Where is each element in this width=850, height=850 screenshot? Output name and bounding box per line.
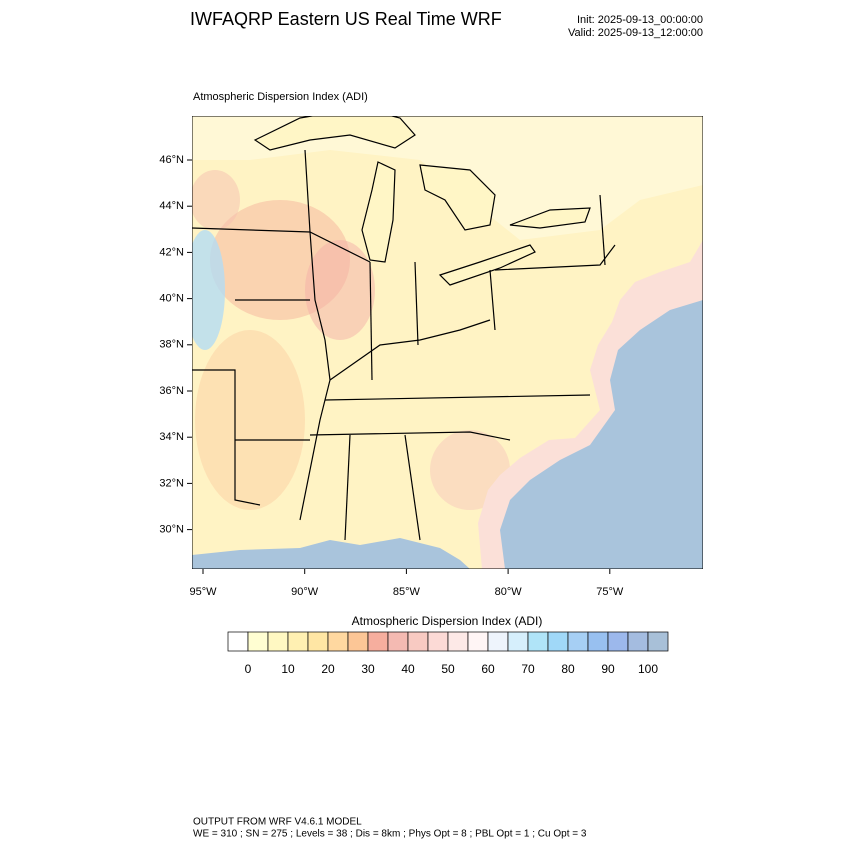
gulf: [192, 538, 470, 569]
colorbar-box: [287, 631, 309, 652]
lon-label: 95°W: [189, 586, 217, 598]
colorbar-tick-label: 80: [561, 662, 575, 676]
colorbar-box: [547, 631, 569, 652]
map-subtitle: Atmospheric Dispersion Index (ADI): [193, 91, 368, 103]
lon-label: 80°W: [495, 586, 523, 598]
colorbar-box: [267, 631, 289, 652]
colorbar-box: [367, 631, 389, 652]
colorbar-box: [307, 631, 329, 652]
lat-label: 36°N: [159, 385, 184, 397]
lat-labels: 46°N 44°N 42°N 40°N 38°N 36°N 34°N 32°N 30°N: [159, 154, 192, 536]
colorbar-box: [527, 631, 549, 652]
colorbar-tick-label: 40: [401, 662, 415, 676]
colorbar-tick-label: 100: [638, 662, 658, 676]
colorbar-box: [247, 631, 269, 652]
lat-label: 44°N: [159, 200, 184, 212]
adi-patch: [192, 230, 225, 350]
colorbar-box: [447, 631, 469, 652]
adi-patch: [192, 170, 240, 230]
lat-label: 42°N: [159, 246, 184, 258]
lat-label: 34°N: [159, 431, 184, 443]
lat-label: 40°N: [159, 293, 184, 305]
adi-patch: [195, 330, 305, 510]
map: [192, 116, 703, 569]
colorbar-box: [327, 631, 349, 652]
colorbar-tick-label: 60: [481, 662, 495, 676]
colorbar-box: [347, 631, 369, 652]
colorbar-box: [607, 631, 629, 652]
colorbar: 0 10 20 30 40 50 60 70 80 90 100: [227, 631, 669, 676]
colorbar-tick-label: 30: [361, 662, 375, 676]
lat-label: 30°N: [159, 524, 184, 536]
colorbar-box: [407, 631, 429, 652]
colorbar-tick-label: 0: [245, 662, 252, 676]
state-lines: [192, 149, 616, 541]
lon-labels: 95°W 90°W 85°W 80°W 75°W: [189, 569, 624, 598]
colorbar-tick-label: 70: [521, 662, 535, 676]
ocean: [500, 300, 703, 569]
lat-label: 32°N: [159, 477, 184, 489]
colorbar-box: [587, 631, 609, 652]
colorbar-tick-label: 50: [441, 662, 455, 676]
colorbar-box: [467, 631, 489, 652]
lon-label: 90°W: [291, 586, 319, 598]
colorbar-box: [227, 631, 249, 652]
valid-time: Valid: 2025-09-13_12:00:00: [568, 27, 703, 39]
lakes: [253, 116, 591, 286]
colorbar-tick-label: 20: [321, 662, 335, 676]
colorbar-tick-label: 90: [601, 662, 615, 676]
colorbar-tick-label: 10: [281, 662, 295, 676]
colorbar-box: [647, 631, 669, 652]
colorbar-box: [507, 631, 529, 652]
title: IWFAQRP Eastern US Real Time WRF: [190, 9, 502, 29]
lon-label: 75°W: [596, 586, 624, 598]
init-time: Init: 2025-09-13_00:00:00: [577, 14, 703, 26]
lat-label: 46°N: [159, 154, 184, 166]
colorbar-box: [567, 631, 589, 652]
footer-line: WE = 310 ; SN = 275 ; Levels = 38 ; Dis …: [193, 829, 587, 840]
adi-patch: [305, 240, 375, 340]
lon-label: 85°W: [393, 586, 421, 598]
footer-line: OUTPUT FROM WRF V4.6.1 MODEL: [193, 817, 362, 828]
colorbar-box: [427, 631, 449, 652]
lat-label: 38°N: [159, 339, 184, 351]
colorbar-title: Atmospheric Dispersion Index (ADI): [352, 614, 543, 628]
colorbar-box: [627, 631, 649, 652]
colorbar-box: [387, 631, 409, 652]
colorbar-box: [487, 631, 509, 652]
